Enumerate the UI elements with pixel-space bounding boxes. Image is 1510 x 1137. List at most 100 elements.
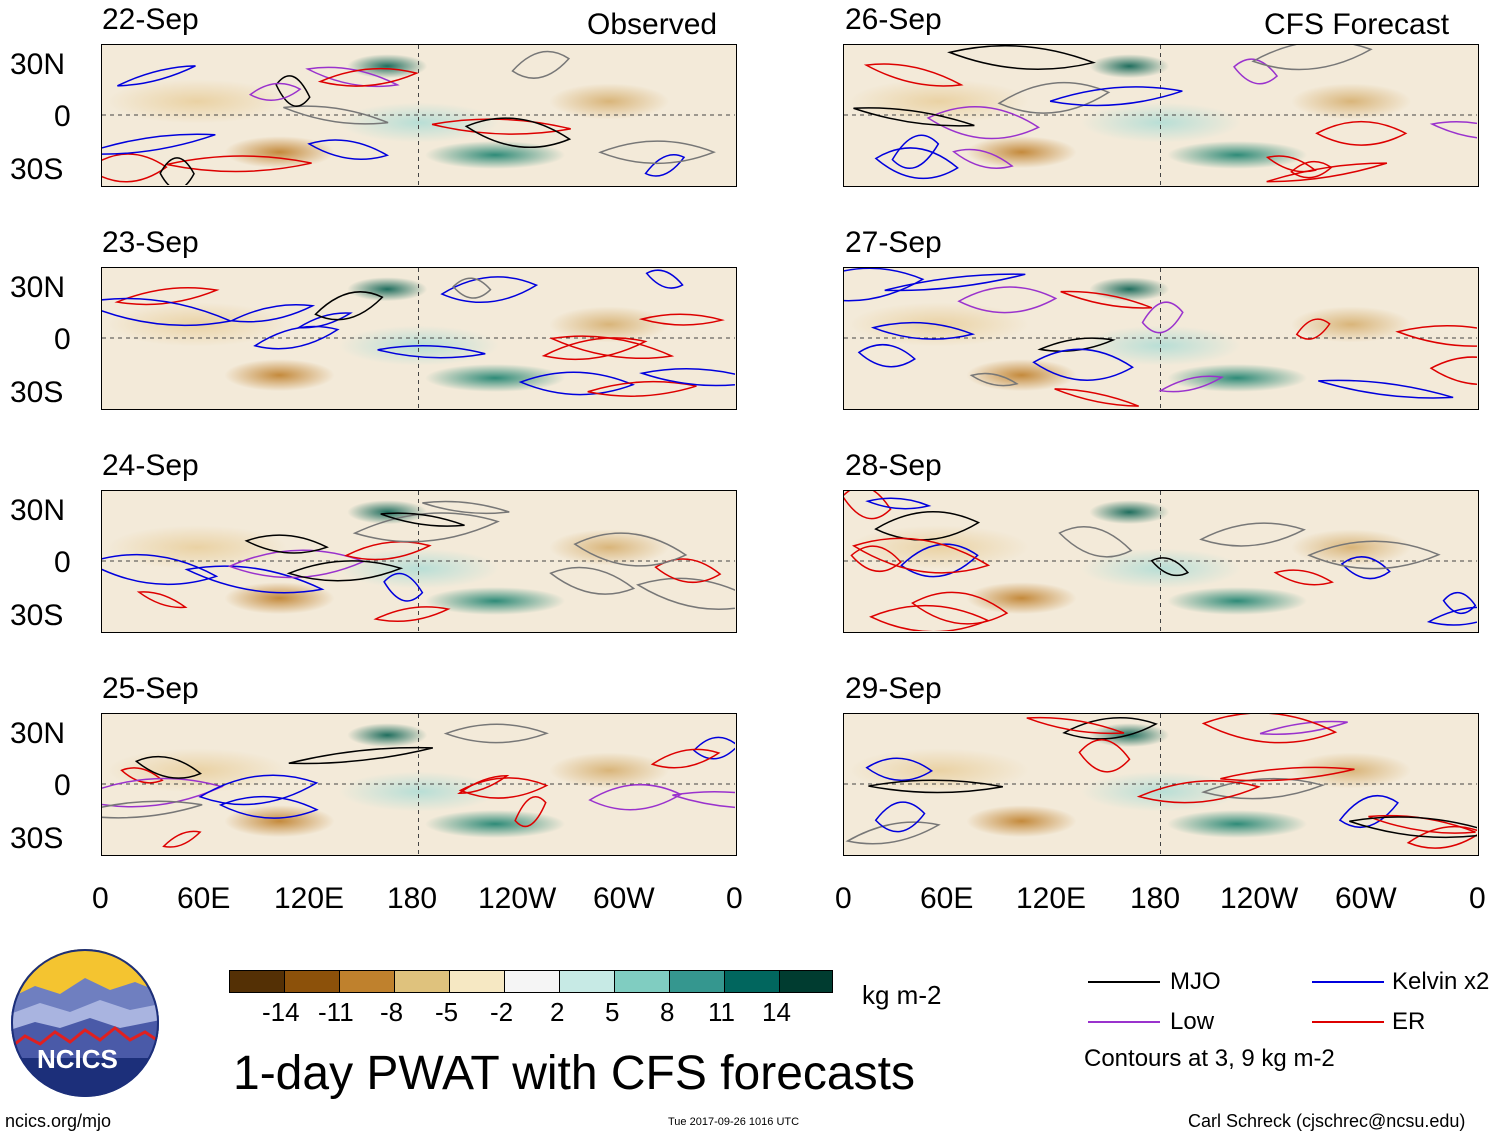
contour-line xyxy=(288,746,434,765)
contour-line xyxy=(422,500,510,515)
contour-line xyxy=(863,63,964,87)
x-tick-label: 120W xyxy=(1220,882,1299,915)
legend-swatch-mjo xyxy=(1088,981,1160,983)
map-contours xyxy=(844,491,1477,631)
x-tick-label: 60W xyxy=(593,882,655,915)
contour-line xyxy=(1318,379,1454,399)
contour-line xyxy=(1265,155,1317,173)
contour-line xyxy=(549,335,675,360)
figure-title: 1-day PWAT with CFS forecasts xyxy=(233,1047,915,1100)
map-panel-25-sep xyxy=(101,713,737,856)
legend-label-er: ER xyxy=(1392,1008,1426,1035)
contour-line xyxy=(198,774,319,806)
contour-line xyxy=(1349,816,1477,839)
contour-line xyxy=(102,777,224,808)
contour-line xyxy=(1201,777,1326,800)
contour-line xyxy=(869,604,990,631)
y-tick-label: 30S xyxy=(10,599,64,632)
contour-line xyxy=(874,801,926,833)
contour-line xyxy=(1049,86,1183,107)
contour-line xyxy=(1295,318,1331,340)
x-tick-label: 0 xyxy=(835,882,852,915)
contour-line xyxy=(1054,388,1139,407)
contour-line xyxy=(317,67,419,87)
contour-line xyxy=(541,337,648,361)
contour-line xyxy=(997,81,1111,114)
colorbar-swatch xyxy=(340,971,395,992)
contour-line xyxy=(900,543,979,578)
colorbar-label: -14 xyxy=(262,997,300,1027)
contour-line xyxy=(518,371,635,396)
contour-line xyxy=(136,591,188,609)
panel-date: 29-Sep xyxy=(845,672,942,705)
contour-line xyxy=(117,65,196,87)
map-contours xyxy=(102,268,735,408)
panel-date: 27-Sep xyxy=(845,226,942,259)
colorbar-swatch xyxy=(230,971,285,992)
contour-line xyxy=(248,82,302,101)
x-tick-label: 0 xyxy=(726,882,743,915)
contour-line xyxy=(464,117,572,149)
map-contours xyxy=(844,45,1477,185)
contour-line xyxy=(283,105,389,125)
contour-line xyxy=(1273,569,1334,586)
contour-line xyxy=(440,276,539,303)
contour-line xyxy=(305,66,400,88)
contour-line xyxy=(1307,540,1441,570)
contour-line xyxy=(102,153,168,183)
colorbar-unit: kg m-2 xyxy=(862,980,942,1010)
contour-line xyxy=(969,372,1019,387)
contour-line xyxy=(1141,301,1184,334)
contour-line xyxy=(380,512,465,527)
y-tick-label: 0 xyxy=(54,769,71,802)
footer-url[interactable]: ncics.org/mjo xyxy=(5,1111,112,1131)
panel-date: 26-Sep xyxy=(845,3,942,36)
map-panel-28-sep xyxy=(843,490,1479,633)
contour-line xyxy=(102,800,203,819)
ncics-logo: NCICS xyxy=(10,948,160,1098)
contour-line xyxy=(636,577,735,610)
colorbar-label: -8 xyxy=(380,997,404,1027)
x-tick-label: 180 xyxy=(387,882,438,915)
map-contours xyxy=(102,45,735,185)
contour-line xyxy=(957,286,1058,314)
colorbar-label: -11 xyxy=(318,997,354,1027)
ncics-logo-icon xyxy=(11,949,159,1097)
contour-line xyxy=(1368,814,1476,834)
contour-line xyxy=(431,118,571,135)
panel-date: 23-Sep xyxy=(102,226,199,259)
colorbar-swatch xyxy=(505,971,560,992)
panel-date: 24-Sep xyxy=(102,449,199,482)
contour-line xyxy=(1233,58,1279,85)
contour-line xyxy=(857,343,916,368)
legend-label-mjo: MJO xyxy=(1170,968,1221,995)
x-tick-label: 120W xyxy=(478,882,557,915)
contour-line xyxy=(458,777,549,799)
contour-line xyxy=(587,380,697,397)
y-tick-label: 30S xyxy=(10,376,64,409)
contour-line xyxy=(891,134,940,169)
header-observed: Observed xyxy=(587,8,718,41)
contour-line xyxy=(253,325,340,350)
legend-swatch-er xyxy=(1312,1021,1384,1023)
contour-line xyxy=(853,107,975,127)
map-panel-23-sep xyxy=(101,267,737,410)
x-tick-label: 120E xyxy=(274,882,345,915)
contour-line xyxy=(645,269,684,289)
contour-line xyxy=(443,723,549,744)
map-contours xyxy=(102,491,735,631)
map-panel-27-sep xyxy=(843,267,1479,410)
contour-line xyxy=(638,313,725,326)
contour-line xyxy=(1426,606,1477,626)
colorbar-swatch xyxy=(560,971,615,992)
colorbar-label: 5 xyxy=(605,997,620,1027)
map-panel-24-sep xyxy=(101,490,737,633)
footer-credit: Carl Schreck (cjschrec@ncsu.edu) xyxy=(1188,1111,1466,1131)
contour-line xyxy=(884,273,1026,292)
legend-note: Contours at 3, 9 kg m-2 xyxy=(1084,1045,1335,1072)
legend-swatch-low xyxy=(1088,1021,1160,1023)
colorbar-label: 14 xyxy=(762,997,791,1027)
colorbar-swatch xyxy=(670,971,725,992)
contour-line xyxy=(114,286,220,306)
y-tick-label: 30S xyxy=(10,153,64,186)
